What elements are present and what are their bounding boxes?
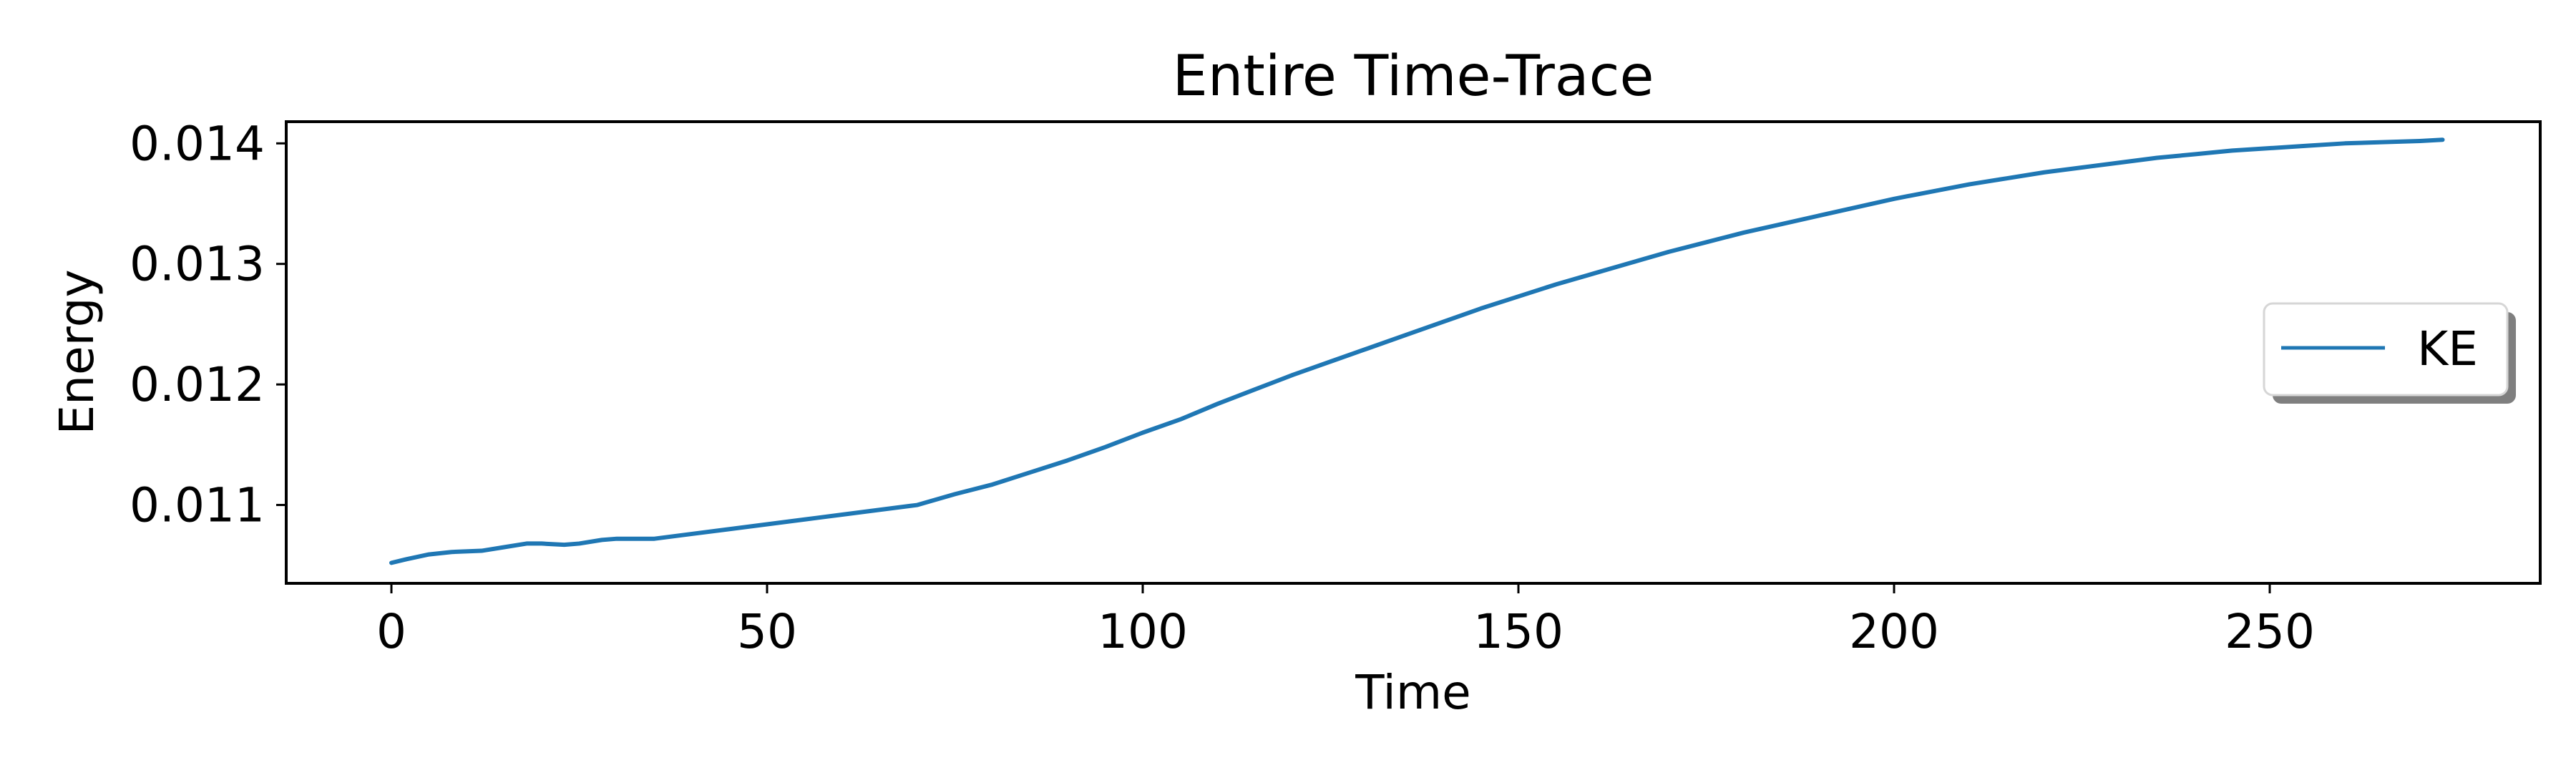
chart-title: Entire Time-Trace [1173, 44, 1654, 109]
y-tick-label: 0.012 [130, 357, 265, 412]
legend: KE [2263, 302, 2516, 404]
x-tick-label: 150 [1473, 604, 1563, 659]
legend-box [2263, 302, 2509, 397]
y-axis-ticks: 0.011 0.012 0.013 0.014 [130, 116, 286, 533]
plot-area [389, 137, 2445, 565]
y-tick-label: 0.013 [130, 237, 265, 292]
series-line-ke [389, 137, 2445, 565]
x-tick-label: 50 [737, 604, 797, 659]
y-tick-label: 0.014 [130, 116, 265, 171]
x-tick-label: 0 [376, 604, 406, 659]
x-tick-label: 250 [2225, 604, 2315, 659]
x-axis-ticks: 0 50 100 150 200 250 [376, 583, 2315, 659]
legend-label-ke: KE [2417, 321, 2478, 376]
x-tick-label: 200 [1849, 604, 1939, 659]
x-axis-label: Time [1355, 665, 1471, 720]
y-axis-label: Energy [49, 269, 104, 434]
plot-frame [285, 120, 2542, 585]
x-tick-label: 100 [1098, 604, 1188, 659]
y-tick-label: 0.011 [130, 478, 265, 533]
